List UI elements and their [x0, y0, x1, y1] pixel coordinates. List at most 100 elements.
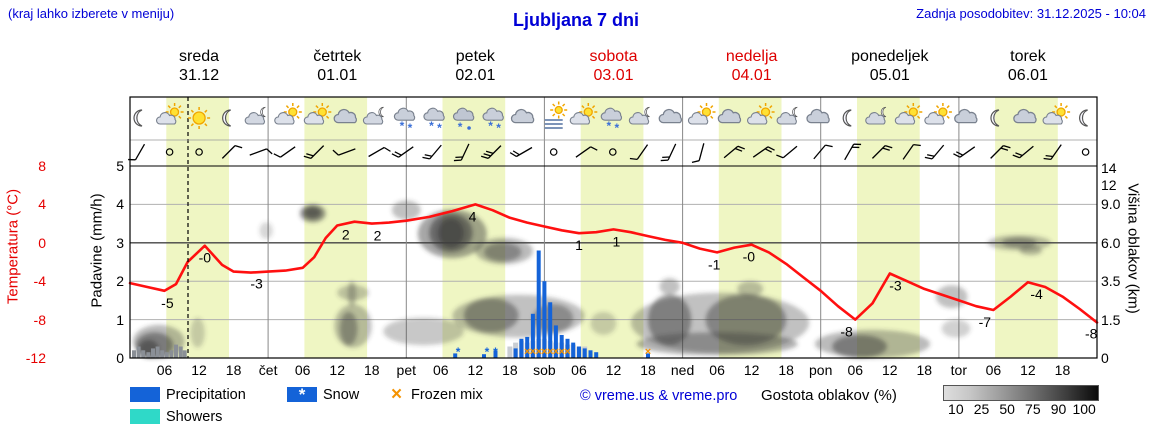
weather-icon-cloud_sun [894, 103, 923, 125]
wind-barb-icon [990, 145, 1011, 159]
x-label-hour: 06 [985, 362, 1002, 378]
weather-icon-cloud_sun [156, 103, 184, 125]
day-name-pet: petek [455, 48, 495, 65]
x-label-hour: 12 [743, 362, 760, 378]
wind-barb-icon [752, 146, 775, 158]
density-tick-label: 75 [1025, 401, 1041, 417]
svg-text:*: * [488, 119, 493, 133]
svg-text:-8: -8 [1085, 326, 1098, 342]
weather-icon-cloud_snow: * * [482, 107, 504, 135]
copyright-link[interactable]: © vreme.us & vreme.pro [580, 388, 738, 404]
weather-icon-cloud_sun [687, 103, 716, 125]
density-tick-label: 25 [973, 401, 990, 417]
wind-barb-icon [128, 143, 146, 161]
day-name-čet: četrtek [313, 48, 362, 65]
x-label-hour: 06 [433, 362, 449, 378]
wind-barb-icon [871, 145, 893, 159]
weather-icon-cloud_sun [924, 103, 952, 125]
daylight-band [857, 97, 920, 358]
svg-text:×: × [547, 346, 553, 358]
precip-tick-label: 0 [116, 350, 124, 366]
wind-barb-icon [303, 145, 325, 159]
wind-barbs-row [128, 143, 1090, 164]
svg-text:*: * [429, 119, 434, 133]
weather-icon-moon [222, 109, 231, 127]
cloud-tick-label: 12 [1101, 177, 1117, 193]
day-name-sre: sreda [179, 48, 220, 65]
legend-showers-label: Showers [166, 409, 223, 425]
svg-text:-8: -8 [840, 324, 853, 340]
weather-icon-cloud_sun [274, 103, 302, 125]
x-label-day-pet: pet [396, 362, 417, 378]
wind-barb-icon [368, 146, 391, 158]
wind-barb-icon [723, 145, 745, 159]
svg-text:*: * [400, 119, 405, 133]
temp-tick-label: 0 [38, 234, 46, 251]
x-label-hour: 18 [778, 362, 794, 378]
wind-barb-icon [953, 146, 976, 158]
weather-icon-cloud [658, 108, 683, 124]
cloud-tick-label: 6.0 [1101, 234, 1121, 251]
frozen-mix-icon: × [391, 384, 403, 405]
daylight-band [166, 97, 229, 358]
svg-text:×: × [564, 346, 570, 358]
svg-text:-3: -3 [889, 278, 902, 294]
x-label-hour: 06 [571, 362, 587, 378]
x-label-day-ned: ned [670, 362, 695, 378]
svg-text:-3: -3 [250, 276, 263, 292]
weather-icon-cloud [717, 108, 742, 124]
weather-icon-cloud [510, 108, 535, 124]
svg-text:-0: -0 [743, 249, 756, 265]
temp-tick-label: -8 [33, 311, 46, 328]
svg-text:*: * [485, 345, 490, 359]
weather-icon-cloud_moon [628, 106, 650, 125]
x-label-day-tor: tor [950, 362, 968, 378]
svg-text:*: * [437, 121, 442, 135]
x-label-hour: 06 [847, 362, 864, 378]
weather-icon-cloud_rain_snow: * [452, 107, 475, 134]
wind-calm-icon [608, 148, 617, 156]
weather-icon-cloud [1013, 108, 1037, 124]
precip-tick-label: 4 [116, 196, 124, 213]
precip-tick-label: 5 [116, 158, 124, 174]
wind-barb-icon [1043, 144, 1062, 161]
x-label-hour: 18 [363, 362, 380, 378]
wind-calm-icon [195, 148, 203, 156]
x-label-hour: 12 [467, 362, 484, 378]
chart-frame [129, 96, 1098, 359]
wind-barb-icon [575, 146, 598, 158]
weather-icon-cloud_moon [362, 106, 384, 125]
temp-tick-label: -4 [33, 273, 46, 290]
svg-text:*: * [614, 121, 619, 135]
wind-barb-icon [813, 144, 833, 160]
x-label-hour: 12 [191, 362, 207, 378]
wind-barb-icon [332, 148, 356, 156]
x-label-hour: 12 [881, 362, 898, 378]
day-name-sob: sobota [589, 48, 638, 65]
day-date-ned: 04.01 [731, 67, 772, 84]
precip-tick-label: 1 [116, 311, 124, 328]
svg-text:-0: -0 [199, 250, 212, 266]
x-label-hour: 18 [916, 362, 933, 378]
daylight-band [580, 97, 644, 358]
density-tick-label: 50 [999, 401, 1015, 417]
weather-icon-moon [990, 109, 1000, 127]
svg-text:-7: -7 [979, 314, 992, 330]
cloud-tick-label: 9.0 [1101, 196, 1121, 213]
x-label-hour: 12 [1020, 362, 1036, 378]
weather-icon-cloud_snow: * * [393, 107, 416, 135]
weather-icon-sun [188, 107, 211, 129]
cloud-tick-label: 1.5 [1101, 311, 1121, 328]
wind-barb-icon [480, 145, 502, 159]
svg-text:×: × [553, 346, 559, 358]
x-label-day-sob: sob [533, 362, 556, 378]
last-update-text: Zadnja posodobitev: 31.12.2025 - 10:04 [916, 6, 1146, 21]
svg-text:-5: -5 [161, 295, 174, 311]
svg-text:×: × [541, 346, 547, 358]
x-label-hour: 06 [294, 362, 311, 378]
temp-tick-label: 8 [38, 158, 46, 174]
snow-swatch: * [287, 385, 317, 404]
weather-icon-cloud [333, 108, 357, 124]
wind-barb-icon [776, 145, 798, 159]
